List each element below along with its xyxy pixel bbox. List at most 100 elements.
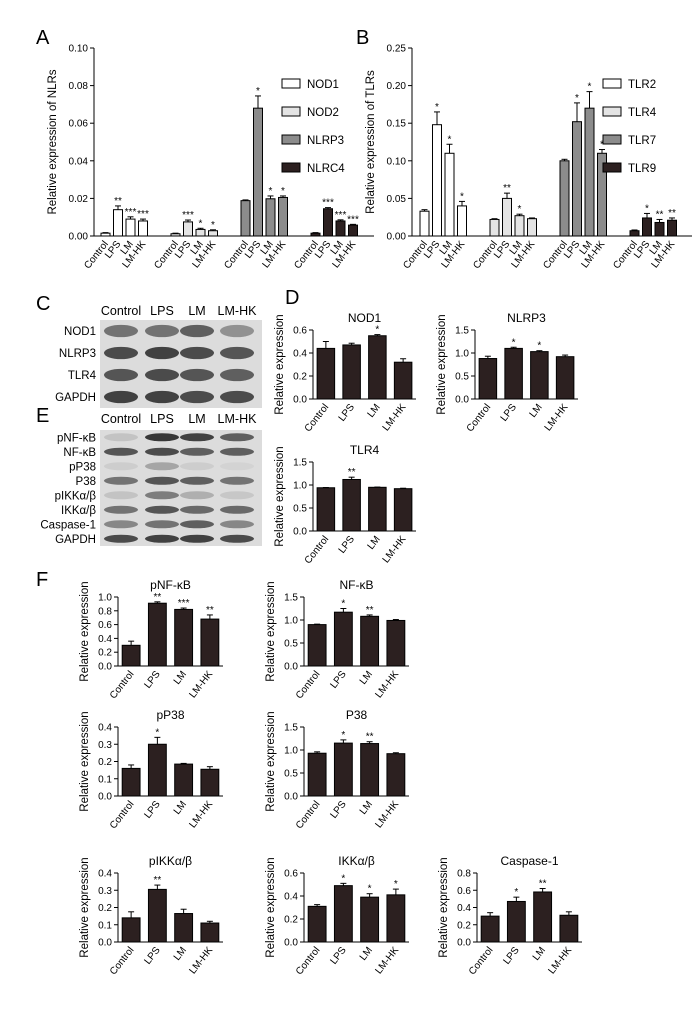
x-tick-label: LM (528, 402, 545, 420)
y-tick-label: 0.0 (284, 792, 298, 803)
blot-row-label: IKKα/β (61, 505, 96, 517)
chart-title: NLRP3 (507, 311, 546, 325)
blot-band (145, 433, 179, 442)
y-tick-label: 0.6 (98, 620, 112, 631)
y-tick-label: 0.05 (387, 194, 407, 205)
y-tick-label: 0.4 (98, 634, 112, 645)
blot-band (104, 390, 138, 404)
significance-stars: * (518, 204, 522, 215)
y-tick-label: 1.0 (98, 593, 112, 604)
y-tick-label: 0.6 (293, 326, 307, 337)
bar (504, 347, 523, 400)
bar (333, 742, 353, 797)
chart-title: IKKα/β (338, 854, 375, 868)
grouped-bar-chart-a: 0.00 0.02 0.04 0.06 0.08 0.10 Relative express… (47, 44, 374, 271)
bar (360, 615, 380, 667)
y-tick-label: 0.6 (284, 869, 298, 880)
y-tick-label: 1.0 (284, 746, 298, 757)
legend-label: TLR2 (628, 79, 656, 91)
blot-band (145, 462, 179, 471)
x-tick-label: LPS (328, 799, 349, 821)
legend-label: NOD1 (307, 79, 339, 91)
x-tick-label: LM-HK (543, 402, 571, 434)
x-tick-label: LM-HK (546, 945, 574, 977)
y-tick-label: 0.06 (69, 119, 89, 130)
bar (200, 922, 220, 943)
y-tick-label: 0.0 (98, 662, 112, 673)
bar (307, 905, 327, 943)
x-tick-label: LM (366, 534, 383, 552)
blot-band (104, 505, 138, 514)
panel-letter-d: D (285, 287, 299, 309)
bar (147, 743, 167, 797)
bar (174, 608, 194, 667)
significance-stars: ** (206, 605, 214, 616)
x-tick-label: LM (358, 945, 375, 963)
bar (393, 361, 413, 400)
panel-letter-a: A (36, 27, 50, 49)
y-tick-label: 1.0 (455, 349, 469, 360)
blot-band (220, 491, 254, 500)
bar-chart-f-ikk: 0.0 0.2 0.4 0.6 Relative expression IKKα/β Con… (265, 854, 409, 977)
blot-column-label: LM-HK (218, 412, 258, 426)
bar (506, 900, 526, 943)
bar (310, 232, 321, 237)
blot-band (145, 491, 179, 500)
y-axis-label: Relative expression (79, 857, 91, 957)
blot-band (104, 520, 138, 529)
bar (348, 224, 358, 237)
blot-row-label: NOD1 (64, 326, 96, 338)
y-tick-label: 0.4 (98, 723, 112, 734)
western-blots-layer: Control LPS LM LM-HKNOD1NLRP3TLR4GAPDHContr… (40, 304, 262, 546)
y-tick-label: 0.2 (457, 920, 471, 931)
y-tick-label: 0.02 (69, 194, 89, 205)
charts-layer: 0.00 0.02 0.04 0.06 0.08 0.10 Relative express… (47, 44, 692, 977)
bar-chart-f-pnfkb: 0.0 0.2 0.4 0.6 0.8 1.0 Relative expression pNF… (79, 578, 223, 701)
blot-band (220, 324, 254, 338)
x-tick-label: LM (358, 669, 375, 687)
x-tick-label: LPS (499, 402, 520, 424)
significance-stars: ** (539, 879, 547, 890)
x-tick-label: Control (294, 799, 323, 831)
blot-band (145, 324, 179, 338)
significance-stars: * (575, 93, 579, 104)
x-tick-label: Control (294, 945, 323, 977)
bar (572, 121, 582, 237)
blot-band (145, 390, 179, 404)
significance-stars: ** (153, 592, 161, 603)
bar (489, 218, 500, 237)
x-tick-label: LPS (142, 945, 163, 967)
significance-stars: * (256, 86, 260, 97)
x-tick-label: LPS (501, 945, 522, 967)
blot-row-label: NLRP3 (59, 348, 96, 360)
chart-title: NF-κB (340, 578, 374, 592)
y-axis-label: Relative expression (265, 581, 277, 681)
bar-chart-d-nod1: 0.0 0.2 0.4 0.6 Relative expression NOD1 Contr… (274, 311, 416, 434)
bar (138, 220, 148, 237)
bar (444, 152, 455, 237)
y-tick-label: 1.5 (455, 326, 469, 337)
legend-label: TLR9 (628, 163, 656, 175)
chart-title: P38 (346, 708, 368, 722)
bar (170, 233, 181, 237)
bar (360, 743, 380, 797)
bar (174, 763, 194, 797)
bar (555, 356, 575, 400)
blot-column-label: LM (188, 412, 205, 426)
bar (342, 344, 361, 400)
blot-band (180, 324, 214, 338)
blot-band (145, 505, 179, 514)
y-axis-label: Relative expression (274, 446, 286, 546)
panel-letter-c: C (36, 293, 50, 315)
y-tick-label: 0.5 (284, 639, 298, 650)
x-tick-label: Control (108, 945, 137, 977)
legend-swatch (602, 106, 622, 117)
significance-stars: ** (366, 605, 374, 616)
blot-band (145, 534, 179, 543)
y-axis-label: Relative expression (265, 711, 277, 811)
bar (307, 752, 327, 797)
bar (386, 619, 406, 667)
x-tick-label: Control (108, 799, 137, 831)
bar (121, 644, 141, 667)
x-tick-label: LPS (142, 669, 163, 691)
